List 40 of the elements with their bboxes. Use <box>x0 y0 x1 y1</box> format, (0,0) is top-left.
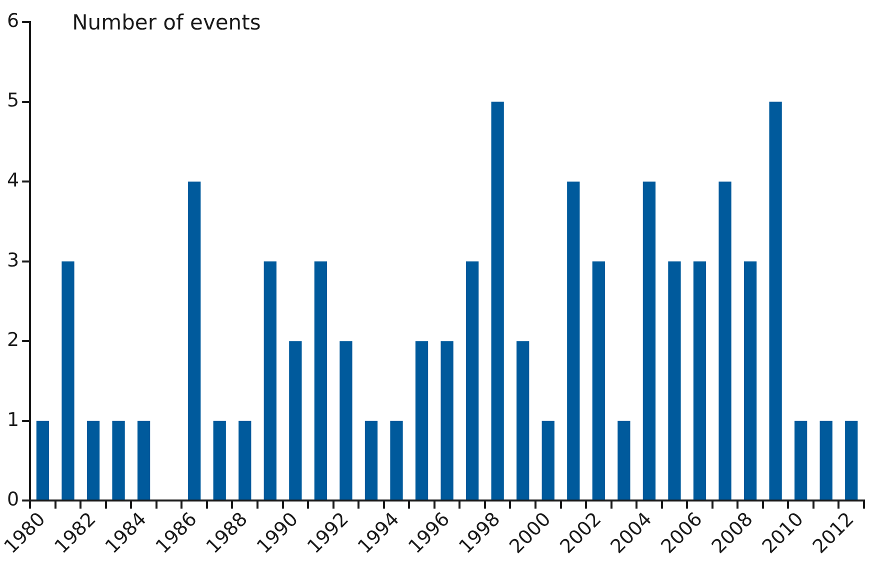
y-axis-title: Number of events <box>72 10 261 34</box>
bar <box>62 261 74 500</box>
bar <box>542 420 554 500</box>
y-tick-label: 4 <box>6 170 20 192</box>
bar <box>137 420 150 500</box>
bar <box>491 102 504 500</box>
bar <box>440 341 454 500</box>
bar <box>314 261 328 500</box>
bar <box>592 261 605 500</box>
y-tick-label: 0 <box>6 488 20 511</box>
bar <box>618 420 630 500</box>
bar <box>516 341 530 500</box>
bar <box>36 420 50 500</box>
bar <box>289 341 302 500</box>
bar <box>112 420 125 500</box>
bar <box>744 261 757 500</box>
bar <box>642 182 656 500</box>
bar <box>693 261 706 500</box>
y-tick-label: 2 <box>6 329 20 352</box>
bar <box>769 102 782 500</box>
bar <box>238 420 252 500</box>
y-tick-label: 1 <box>6 408 20 431</box>
bar <box>86 420 100 500</box>
y-tick-label: 5 <box>6 90 20 112</box>
bar <box>415 341 428 500</box>
bar <box>188 182 201 500</box>
bar <box>794 420 808 500</box>
bar <box>390 420 403 500</box>
y-tick-label: 6 <box>6 10 20 32</box>
bar <box>668 261 681 500</box>
bar <box>718 182 732 500</box>
bar <box>340 341 352 500</box>
bar <box>213 420 226 500</box>
bar <box>264 261 276 500</box>
y-tick-label: 3 <box>6 249 20 272</box>
bar <box>820 420 832 500</box>
bar <box>567 182 580 500</box>
bar <box>364 420 378 500</box>
bar <box>466 261 479 500</box>
bar <box>845 420 858 500</box>
